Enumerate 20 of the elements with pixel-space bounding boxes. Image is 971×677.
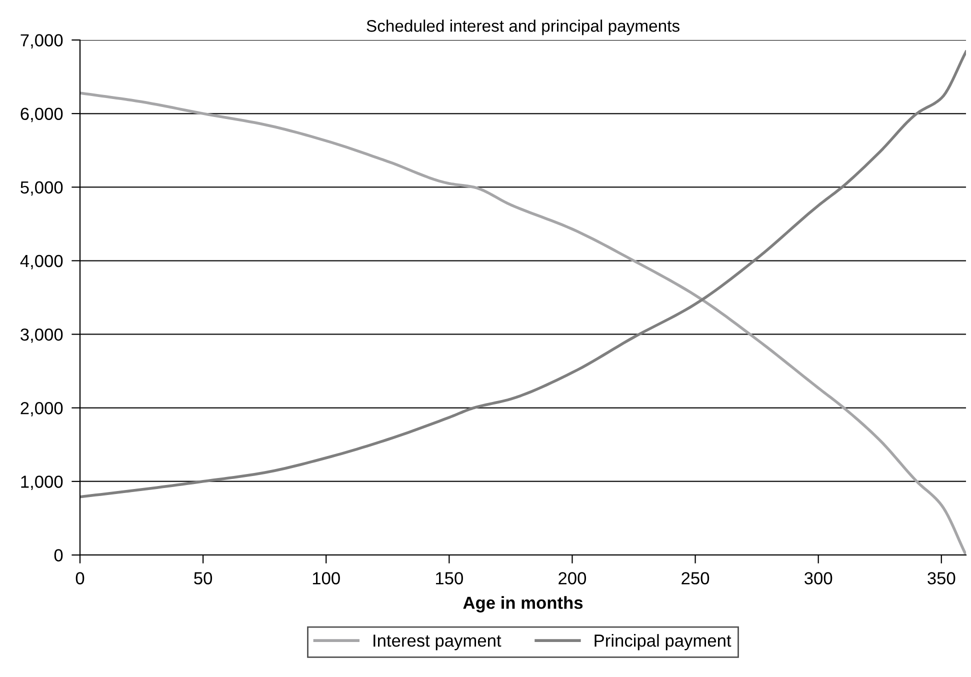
legend-label: Interest payment (374, 634, 502, 650)
x-tick-label: 100 (312, 572, 340, 584)
x-tick-label: 0 (76, 572, 84, 584)
y-tick-label: 6,000 (20, 108, 63, 122)
x-tick-label: 200 (558, 572, 586, 584)
x-tick-label: 150 (436, 572, 463, 584)
x-tick-label: 50 (194, 572, 212, 584)
y-tick-label: 5,000 (20, 181, 63, 196)
y-tick-label: 0 (54, 549, 63, 562)
x-tick-label: 300 (804, 572, 832, 584)
x-axis-title: Age in months (463, 596, 583, 612)
y-tick-label: 4,000 (20, 254, 63, 270)
legend-label: Principal payment (594, 634, 732, 650)
x-tick-label: 350 (928, 572, 956, 584)
x-tick-label: 250 (682, 572, 710, 584)
y-tick-label: 7,000 (20, 34, 63, 49)
y-tick-label: 3,000 (20, 328, 63, 343)
y-tick-label: 2,000 (20, 402, 63, 416)
chart-title: Scheduled interest and principal payments (366, 20, 680, 36)
y-tick-label: 1,000 (21, 476, 63, 490)
